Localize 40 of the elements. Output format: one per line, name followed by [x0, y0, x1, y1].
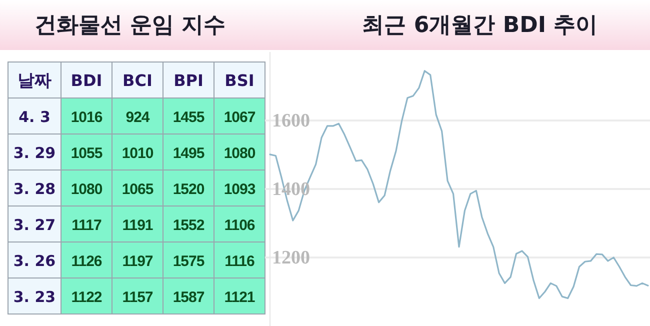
y-tick-label: 1600 — [272, 110, 310, 132]
x-tick-label: BDI — [70, 71, 102, 90]
data-label: 1520 — [172, 181, 204, 198]
y-axis-title: 날짜 — [18, 71, 52, 91]
y-tick-label: 3. 29 — [13, 144, 56, 162]
chart-title: 건화물선 운임 지수 — [34, 13, 226, 38]
chart-title: 최근 6개월간 BDI 추이 — [362, 13, 598, 38]
data-label: 1065 — [122, 181, 154, 198]
x-tick-label: BCI — [122, 71, 152, 90]
x-tick-label: BPI — [174, 71, 204, 90]
y-tick-label: 3. 23 — [13, 288, 56, 306]
data-label: 1191 — [122, 217, 153, 234]
data-label: 1016 — [70, 109, 102, 126]
data-label: 1122 — [71, 289, 102, 306]
data-label: 1067 — [224, 109, 256, 126]
data-label: 1575 — [172, 253, 204, 270]
y-tick-label: 3. 28 — [13, 180, 56, 198]
data-label: 1093 — [224, 181, 256, 198]
line-series — [269, 70, 649, 300]
data-label: 1116 — [224, 253, 255, 270]
data-label: 1055 — [70, 145, 102, 162]
y-tick-label: 1200 — [272, 248, 310, 268]
data-label: 1552 — [172, 217, 204, 234]
data-label: 1587 — [172, 289, 204, 306]
y-tick-label: 4. 3 — [18, 108, 50, 126]
y-tick-label: 3. 27 — [13, 216, 56, 234]
x-tick-label: BSI — [224, 71, 254, 90]
data-label: 1197 — [122, 253, 153, 270]
data-label: 1010 — [122, 145, 154, 162]
data-label: 1106 — [224, 217, 255, 234]
data-label: 1080 — [224, 145, 256, 162]
y-tick-label: 3. 26 — [13, 252, 56, 270]
data-label: 1157 — [122, 289, 153, 306]
data-label: 1121 — [224, 289, 255, 306]
data-label: 924 — [126, 109, 150, 126]
data-label: 1455 — [172, 109, 204, 126]
data-label: 1080 — [70, 181, 102, 198]
data-label: 1117 — [72, 217, 102, 234]
data-label: 1126 — [71, 253, 102, 270]
data-label: 1495 — [172, 145, 204, 162]
